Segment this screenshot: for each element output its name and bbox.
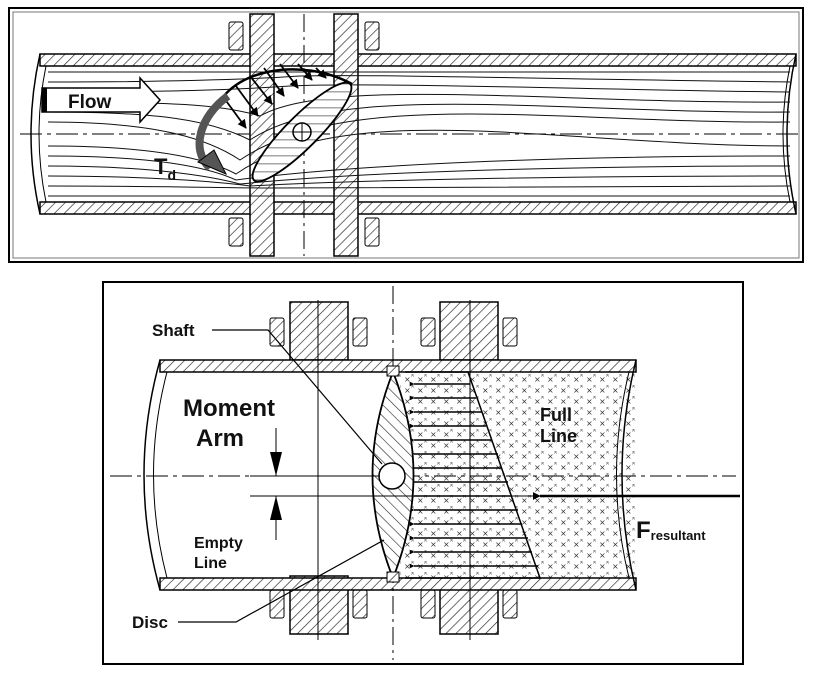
flow-label: Flow: [68, 92, 111, 113]
moment-label-line1: Moment: [183, 395, 275, 422]
top-frame: [8, 7, 804, 263]
top-flange-right: [333, 13, 380, 257]
top-pipe-wall-upper: [39, 53, 797, 67]
full-line-label-1: Full: [540, 405, 572, 425]
moment-label-line2: Arm: [196, 425, 244, 452]
empty-line-label-2: Line: [194, 555, 227, 572]
top-flange-left: [228, 13, 275, 257]
disc-label: Disc: [132, 613, 168, 632]
bottom-flange-left: [269, 301, 368, 635]
force-subscript: resultant: [651, 528, 707, 543]
moment-arm-dimension: [250, 428, 380, 540]
torque-label: T: [154, 154, 168, 179]
torque-subscript: d: [167, 167, 176, 183]
bottom-diagram: Shaft Moment Arm Full Line Empty Line Di…: [102, 281, 744, 665]
full-line-region: [400, 372, 638, 578]
svg-text:Td: Td: [154, 154, 176, 183]
shaft-label: Shaft: [152, 321, 195, 340]
top-pipe-wall-lower: [39, 201, 797, 215]
bottom-shaft: [378, 462, 406, 490]
flow-arrow-icon: [41, 76, 162, 124]
full-line-label-2: Line: [540, 426, 577, 446]
empty-line-label-1: Empty: [194, 535, 243, 552]
force-label: F: [636, 517, 651, 544]
torque-arrow-icon: [195, 92, 231, 175]
pressure-profile: [405, 371, 542, 579]
top-diagram: Flow Td: [8, 7, 804, 263]
svg-text:Fresultant: Fresultant: [636, 517, 706, 544]
